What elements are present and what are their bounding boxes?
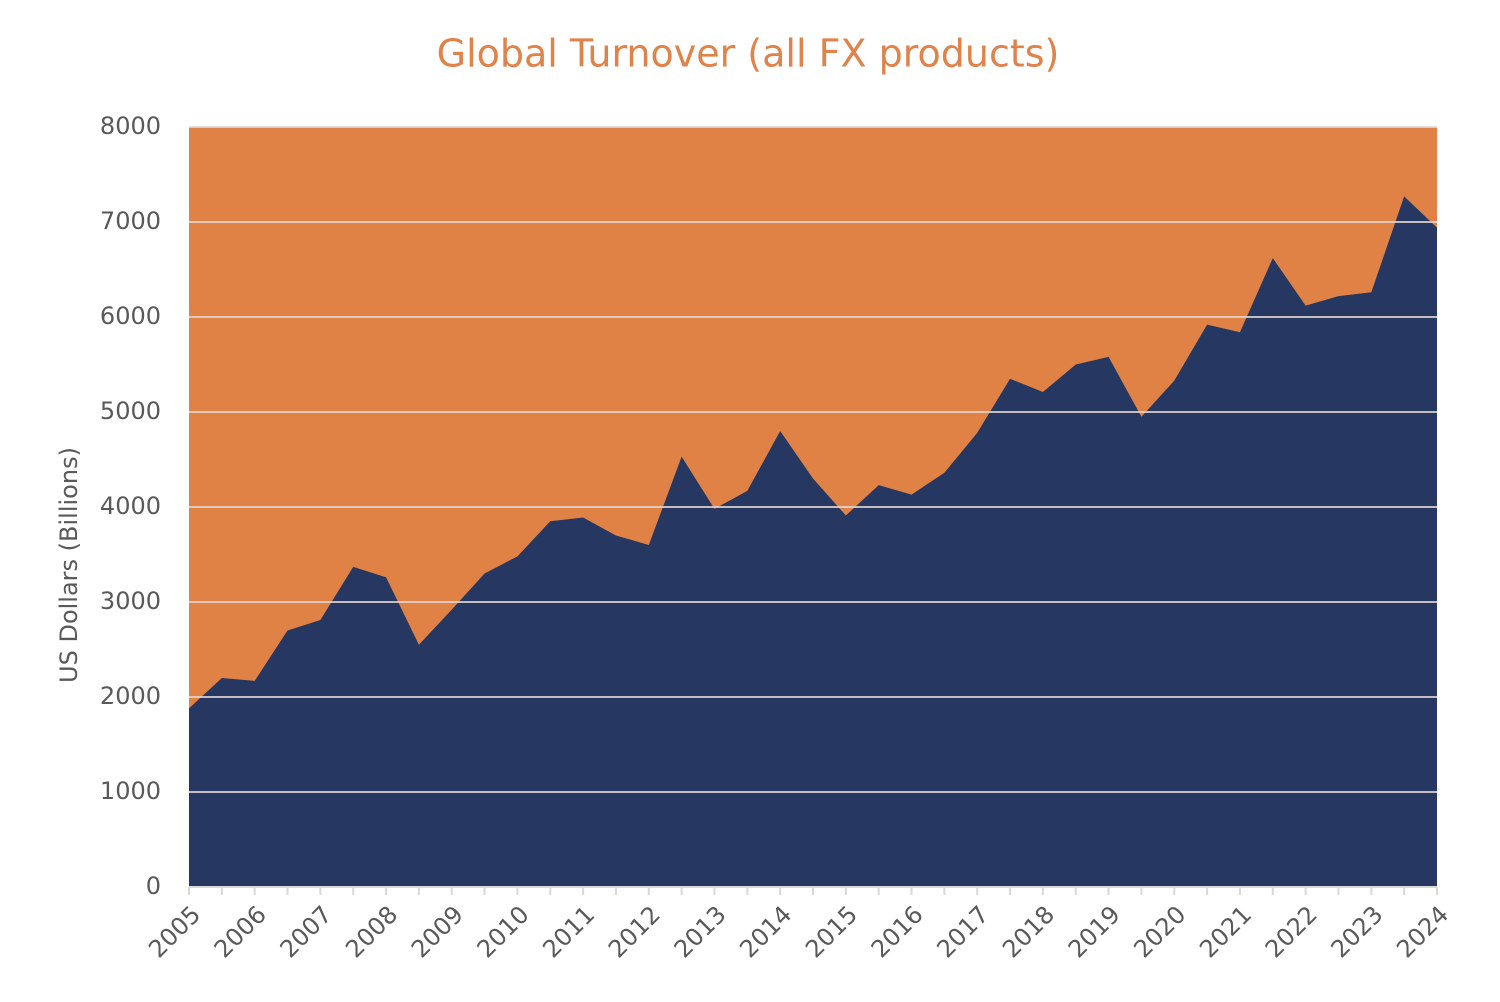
x-tick-label: 2024 <box>1391 900 1454 963</box>
x-tick-label: 2009 <box>406 900 469 963</box>
x-tick-label: 2019 <box>1063 900 1126 963</box>
x-tick-label: 2011 <box>537 900 600 963</box>
y-tick-label: 6000 <box>100 302 161 330</box>
y-tick-label: 8000 <box>100 112 161 140</box>
x-tick-label: 2017 <box>931 900 994 963</box>
x-tick-label: 2020 <box>1128 900 1191 963</box>
y-tick-label: 7000 <box>100 207 161 235</box>
chart-title: Global Turnover (all FX products) <box>437 32 1060 76</box>
y-tick-label: 3000 <box>100 587 161 615</box>
x-tick-label: 2014 <box>734 900 797 963</box>
x-tick-label: 2018 <box>997 900 1060 963</box>
y-tick-label: 5000 <box>100 397 161 425</box>
y-tick-label: 0 <box>146 872 161 900</box>
y-tick-label: 4000 <box>100 492 161 520</box>
x-tick-label: 2023 <box>1326 900 1389 963</box>
x-tick-label: 2022 <box>1260 900 1323 963</box>
y-tick-label: 2000 <box>100 682 161 710</box>
x-tick-label: 2005 <box>143 900 206 963</box>
x-tick-label: 2016 <box>866 900 929 963</box>
x-tick-label: 2008 <box>340 900 403 963</box>
x-tick-label: 2007 <box>275 900 338 963</box>
y-tick-label: 1000 <box>100 777 161 805</box>
x-tick-label: 2010 <box>472 900 535 963</box>
x-tick-label: 2012 <box>603 900 666 963</box>
x-tick-label: 2015 <box>800 900 863 963</box>
y-axis-label: US Dollars (Billions) <box>55 447 83 683</box>
x-tick-label: 2021 <box>1194 900 1257 963</box>
x-tick-label: 2013 <box>669 900 732 963</box>
area <box>189 196 1437 888</box>
x-tick-label: 2006 <box>209 900 272 963</box>
